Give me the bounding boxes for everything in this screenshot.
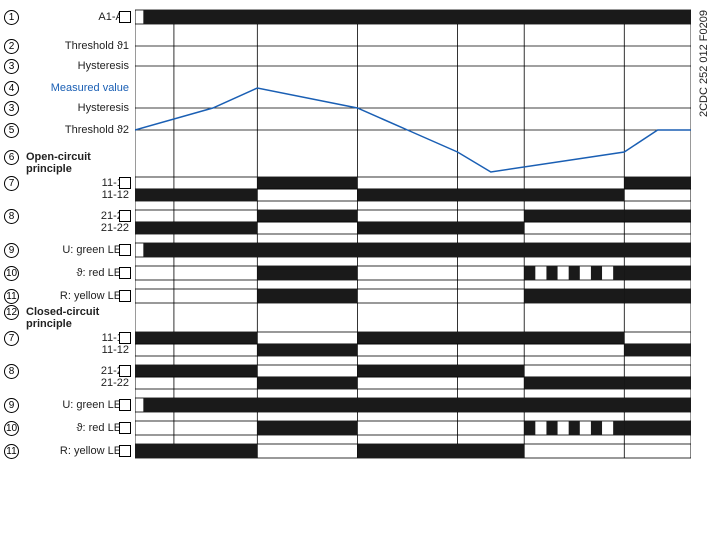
row-labels-column: 1 A1-A2 2 Threshold ϑ1 3 Hysteresis 4 Measured … xyxy=(0,0,135,549)
row-marker-circle: 8 xyxy=(4,364,19,379)
row-marker-circle: 8 xyxy=(4,209,19,224)
row-label: ϑ: red LED xyxy=(26,267,133,279)
row-label: 11-14 xyxy=(26,177,133,189)
row-label: R: yellow LED xyxy=(26,290,133,302)
row-label: Threshold ϑ1 xyxy=(26,40,133,52)
row-checkbox xyxy=(119,177,131,189)
row-label: R: yellow LED xyxy=(26,445,133,457)
row-label: Hysteresis xyxy=(26,102,133,114)
row-marker-circle: 7 xyxy=(4,331,19,346)
timing-chart xyxy=(135,0,691,549)
row-marker-circle: 4 xyxy=(4,81,19,96)
diagram-container: 2CDC 252 012 F0209 1A1-A22Threshold ϑ13H… xyxy=(0,0,716,549)
row-checkbox xyxy=(119,290,131,302)
row-label: U: green LED xyxy=(26,244,133,256)
row-marker-circle: 9 xyxy=(4,243,19,258)
row-marker-circle: 3 xyxy=(4,59,19,74)
row-label: Measured value xyxy=(26,82,133,94)
row-marker-circle: 3 xyxy=(4,101,19,116)
row-label: Open-circuit principle xyxy=(26,151,133,175)
row-checkbox xyxy=(119,332,131,344)
row-label: 11-14 xyxy=(26,332,133,344)
row-checkbox xyxy=(119,445,131,457)
row-label: U: green LED xyxy=(26,399,133,411)
row-checkbox xyxy=(119,244,131,256)
row-label: 11-12 xyxy=(26,189,133,201)
row-label: 21-22 xyxy=(26,377,133,389)
row-label: A1-A2 xyxy=(26,11,133,23)
row-marker-circle: 7 xyxy=(4,176,19,191)
row-checkbox xyxy=(119,365,131,377)
row-label: Hysteresis xyxy=(26,60,133,72)
row-marker-circle: 11 xyxy=(4,289,19,304)
row-marker-circle: 1 xyxy=(4,10,19,25)
row-label: ϑ: red LED xyxy=(26,422,133,434)
row-label: 21-22 xyxy=(26,222,133,234)
row-label: 21-24 xyxy=(26,210,133,222)
row-label: 21-24 xyxy=(26,365,133,377)
row-checkbox xyxy=(119,267,131,279)
row-marker-circle: 12 xyxy=(4,305,19,320)
row-marker-circle: 10 xyxy=(4,266,19,281)
row-marker-circle: 2 xyxy=(4,39,19,54)
row-checkbox xyxy=(119,11,131,23)
doc-reference: 2CDC 252 012 F0209 xyxy=(698,10,710,117)
row-label: Closed-circuit principle xyxy=(26,306,133,330)
row-marker-circle: 11 xyxy=(4,444,19,459)
row-marker-circle: 10 xyxy=(4,421,19,436)
row-marker-circle: 6 xyxy=(4,150,19,165)
row-label: 11-12 xyxy=(26,344,133,356)
row-marker-circle: 9 xyxy=(4,398,19,413)
row-checkbox xyxy=(119,399,131,411)
row-checkbox xyxy=(119,210,131,222)
row-label: Threshold ϑ2 xyxy=(26,124,133,136)
row-checkbox xyxy=(119,422,131,434)
row-marker-circle: 5 xyxy=(4,123,19,138)
